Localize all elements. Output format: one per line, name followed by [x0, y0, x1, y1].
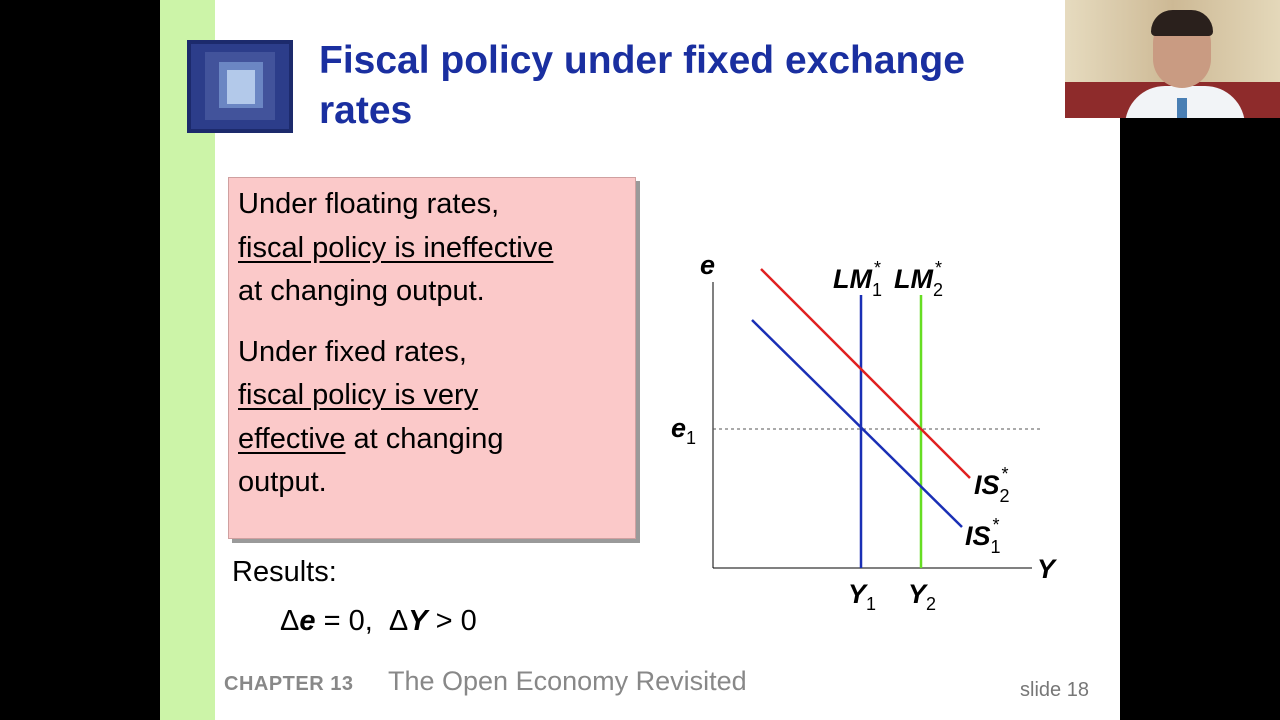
- results-equation: Δe = 0, ΔY > 0: [280, 605, 477, 638]
- e1-tick-label: e1: [671, 413, 696, 448]
- delta-symbol-y: Δ: [388, 605, 409, 637]
- footer-chapter-label: CHAPTER 13: [224, 673, 354, 695]
- fixed-rates-emphasis-2: effective: [238, 422, 346, 455]
- slide: Fiscal policy under fixed exchange rates…: [160, 0, 1120, 720]
- result-y-var: Y: [408, 605, 428, 637]
- lm1-label: LM1*: [833, 258, 882, 300]
- slide-title: Fiscal policy under fixed exchange rates: [319, 39, 965, 132]
- y1-tick-label: Y1: [848, 579, 876, 614]
- slide-logo-image: [187, 40, 293, 133]
- floating-rates-intro: Under floating rates,: [238, 188, 500, 220]
- is1-label: IS1*: [965, 515, 1001, 557]
- is2-label: IS2*: [974, 464, 1010, 506]
- fixed-rates-emphasis-1: fiscal policy is very: [238, 379, 479, 411]
- floating-rates-paragraph: Under floating rates, fiscal policy is i…: [238, 183, 626, 314]
- footer-chapter-title: The Open Economy Revisited: [388, 666, 747, 696]
- is2-curve: [760, 268, 971, 479]
- result-y-value: > 0: [427, 605, 477, 637]
- fixed-rates-intro: Under fixed rates,: [238, 335, 467, 368]
- is1-curve: [751, 319, 963, 528]
- fixed-rates-rest-2: output.: [238, 466, 327, 498]
- summary-text-box: Under floating rates, fiscal policy is i…: [228, 177, 636, 539]
- footer-slide-number: slide 18: [1020, 679, 1089, 701]
- is-lm-chart: e Y e1 Y1 Y2 LM1* LM2* IS2* IS1*: [671, 250, 1058, 614]
- result-e-var: e: [299, 605, 316, 637]
- fixed-rates-paragraph: Under fixed rates, fiscal policy is very…: [238, 331, 626, 505]
- result-e-value: = 0,: [315, 605, 389, 637]
- lm2-label: LM2*: [894, 258, 943, 300]
- presenter-webcam-video: [1065, 0, 1280, 118]
- delta-symbol-e: Δ: [280, 605, 300, 637]
- x-axis-label: Y: [1037, 554, 1058, 584]
- floating-rates-emphasis: fiscal policy is ineffective: [238, 231, 554, 264]
- y-axis-label: e: [700, 250, 715, 280]
- floating-rates-rest: at changing output.: [238, 275, 485, 307]
- results-label: Results:: [232, 556, 337, 588]
- fixed-rates-rest-1: at changing: [345, 422, 504, 455]
- y2-tick-label: Y2: [908, 579, 936, 614]
